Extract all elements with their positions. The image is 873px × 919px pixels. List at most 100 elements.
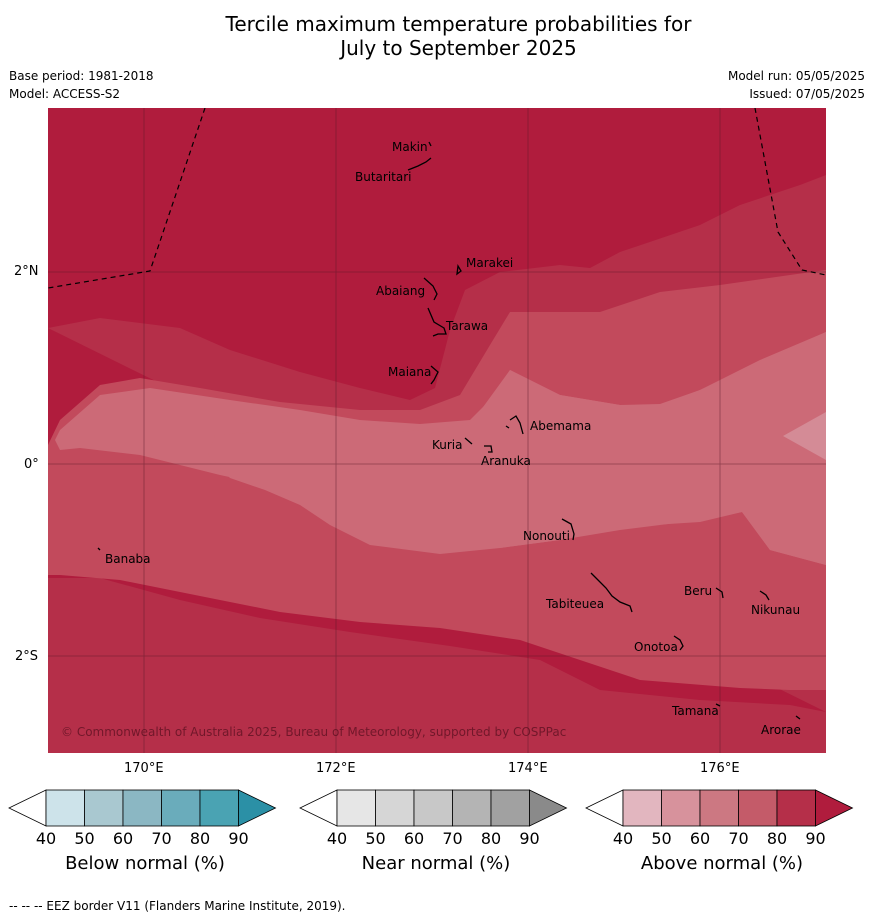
colorbar-near-segment [375, 789, 415, 827]
colorbar-below-segment [161, 789, 201, 827]
zone-50 [208, 332, 826, 565]
meta-left: Base period: 1981-2018 Model: ACCESS-S2 [9, 67, 154, 103]
zone-40 [783, 412, 826, 460]
label-nonouti: Nonouti [523, 529, 570, 543]
colorbar-near-normal: 40 50 60 70 80 90 [299, 789, 568, 848]
colorbar-below-low-extend [8, 789, 47, 827]
kuria-island [464, 437, 473, 445]
colorbar-above-high-extend [815, 789, 854, 827]
model-name: Model: ACCESS-S2 [9, 87, 121, 101]
lon-tick-172: 172°E [316, 761, 356, 776]
colorbar-below-tick-label: 50 [74, 829, 94, 848]
colorbar-above-tick-label: 80 [767, 829, 787, 848]
abemama-island [505, 415, 524, 435]
eez-border-west [48, 108, 206, 289]
banaba-island [97, 547, 101, 551]
colorbar-above-segment [738, 789, 778, 827]
colorbar-near-segment [452, 789, 492, 827]
maiana-island [430, 365, 439, 385]
eez-footnote: -- -- -- EEZ border V11 (Flanders Marine… [9, 899, 346, 913]
lat-tick-2s: 2°S [15, 649, 39, 664]
probability-map: Makin Butaritari Marakei Abaiang Tarawa … [48, 108, 826, 753]
label-butaritari: Butaritari [355, 170, 412, 184]
label-abemama: Abemama [530, 419, 591, 433]
label-makin: Makin [392, 140, 428, 154]
colorbar-below-segment [84, 789, 124, 827]
colorbar-below-normal: 40 50 60 70 80 90 [8, 789, 277, 848]
title-line-2: July to September 2025 [340, 36, 577, 60]
label-tamana: Tamana [671, 704, 719, 718]
colorbar-near-tick-label: 50 [365, 829, 385, 848]
colorbar-below-tick-label: 40 [36, 829, 56, 848]
nonouti-island [561, 518, 575, 541]
title-line-1: Tercile maximum temperature probabilitie… [225, 12, 692, 36]
label-kuria: Kuria [432, 438, 463, 452]
lon-tick-176: 176°E [700, 761, 740, 776]
base-period: Base period: 1981-2018 [9, 69, 154, 83]
colorbar-above-tick-label: 90 [805, 829, 825, 848]
label-nikunau: Nikunau [751, 603, 800, 617]
model-run: Model run: 05/05/2025 [727, 69, 865, 83]
label-tarawa: Tarawa [445, 319, 488, 333]
colorbar-near-tick-label: 70 [442, 829, 462, 848]
colorbar-above-segment [699, 789, 739, 827]
lon-tick-174: 174°E [508, 761, 548, 776]
label-aranuka: Aranuka [481, 454, 531, 468]
colorbar-near-low-extend [299, 789, 338, 827]
colorbar-below-high-extend [238, 789, 277, 827]
colorbar-near-high-extend [529, 789, 568, 827]
colorbar-above-segment [622, 789, 662, 827]
colorbar-near-segment [413, 789, 453, 827]
arorae-island [795, 715, 801, 720]
colorbar-below-segment [122, 789, 162, 827]
colorbar-above-segment [661, 789, 701, 827]
label-maiana: Maiana [388, 365, 431, 379]
colorbar-below-tick-label: 90 [228, 829, 248, 848]
colorbar-above-tick-label: 70 [728, 829, 748, 848]
below-normal-label: Below normal (%) [65, 853, 225, 874]
colorbar-above-tick-label: 60 [690, 829, 710, 848]
beru-island [715, 587, 724, 599]
colorbar-above-segment [776, 789, 816, 827]
meta-right: Model run: 05/05/2025 Issued: 07/05/2025 [728, 67, 865, 103]
label-marakei: Marakei [466, 256, 513, 270]
onotoa-island [673, 635, 684, 651]
colorbar-near-tick-label: 90 [519, 829, 539, 848]
colorbar-near-tick-label: 60 [404, 829, 424, 848]
colorbar-above-low-extend [585, 789, 624, 827]
lat-tick-2n: 2°N [14, 264, 39, 279]
colorbar-above-normal: 40 50 60 70 80 90 [585, 789, 854, 848]
colorbar-above-tick-label: 40 [613, 829, 633, 848]
colorbar-above-tick-label: 50 [651, 829, 671, 848]
colorbar-below-tick-label: 60 [113, 829, 133, 848]
label-arorae: Arorae [761, 723, 801, 737]
issued-date: Issued: 07/05/2025 [749, 87, 865, 101]
tamana-island [715, 703, 721, 707]
lon-tick-170: 170°E [124, 761, 164, 776]
abaiang-island [423, 277, 438, 301]
label-onotoa: Onotoa [634, 640, 678, 654]
makin-island [428, 141, 432, 147]
label-beru: Beru [684, 584, 712, 598]
tabiteuea-island [590, 572, 633, 613]
colorbar-near-tick-label: 40 [327, 829, 347, 848]
nikunau-island [759, 590, 770, 601]
tarawa-island [427, 307, 447, 337]
copyright-notice: © Commonwealth of Australia 2025, Bureau… [61, 725, 566, 739]
marakei-island [456, 264, 462, 276]
colorbar-below-segment [199, 789, 239, 827]
above-normal-label: Above normal (%) [640, 853, 804, 874]
aranuka-island [484, 445, 493, 453]
colorbar-below-segment [45, 789, 85, 827]
colorbar-near-tick-label: 80 [481, 829, 501, 848]
colorbar-near-segment [490, 789, 530, 827]
colorbar-below-tick-label: 80 [190, 829, 210, 848]
label-tabiteuea: Tabiteuea [545, 597, 604, 611]
butaritari-island [407, 157, 432, 171]
lat-tick-0: 0° [24, 457, 39, 472]
label-abaiang: Abaiang [376, 284, 425, 298]
near-normal-label: Near normal (%) [361, 853, 511, 874]
eez-border-east [754, 108, 826, 276]
colorbar-near-segment [336, 789, 376, 827]
colorbar-below-tick-label: 70 [151, 829, 171, 848]
